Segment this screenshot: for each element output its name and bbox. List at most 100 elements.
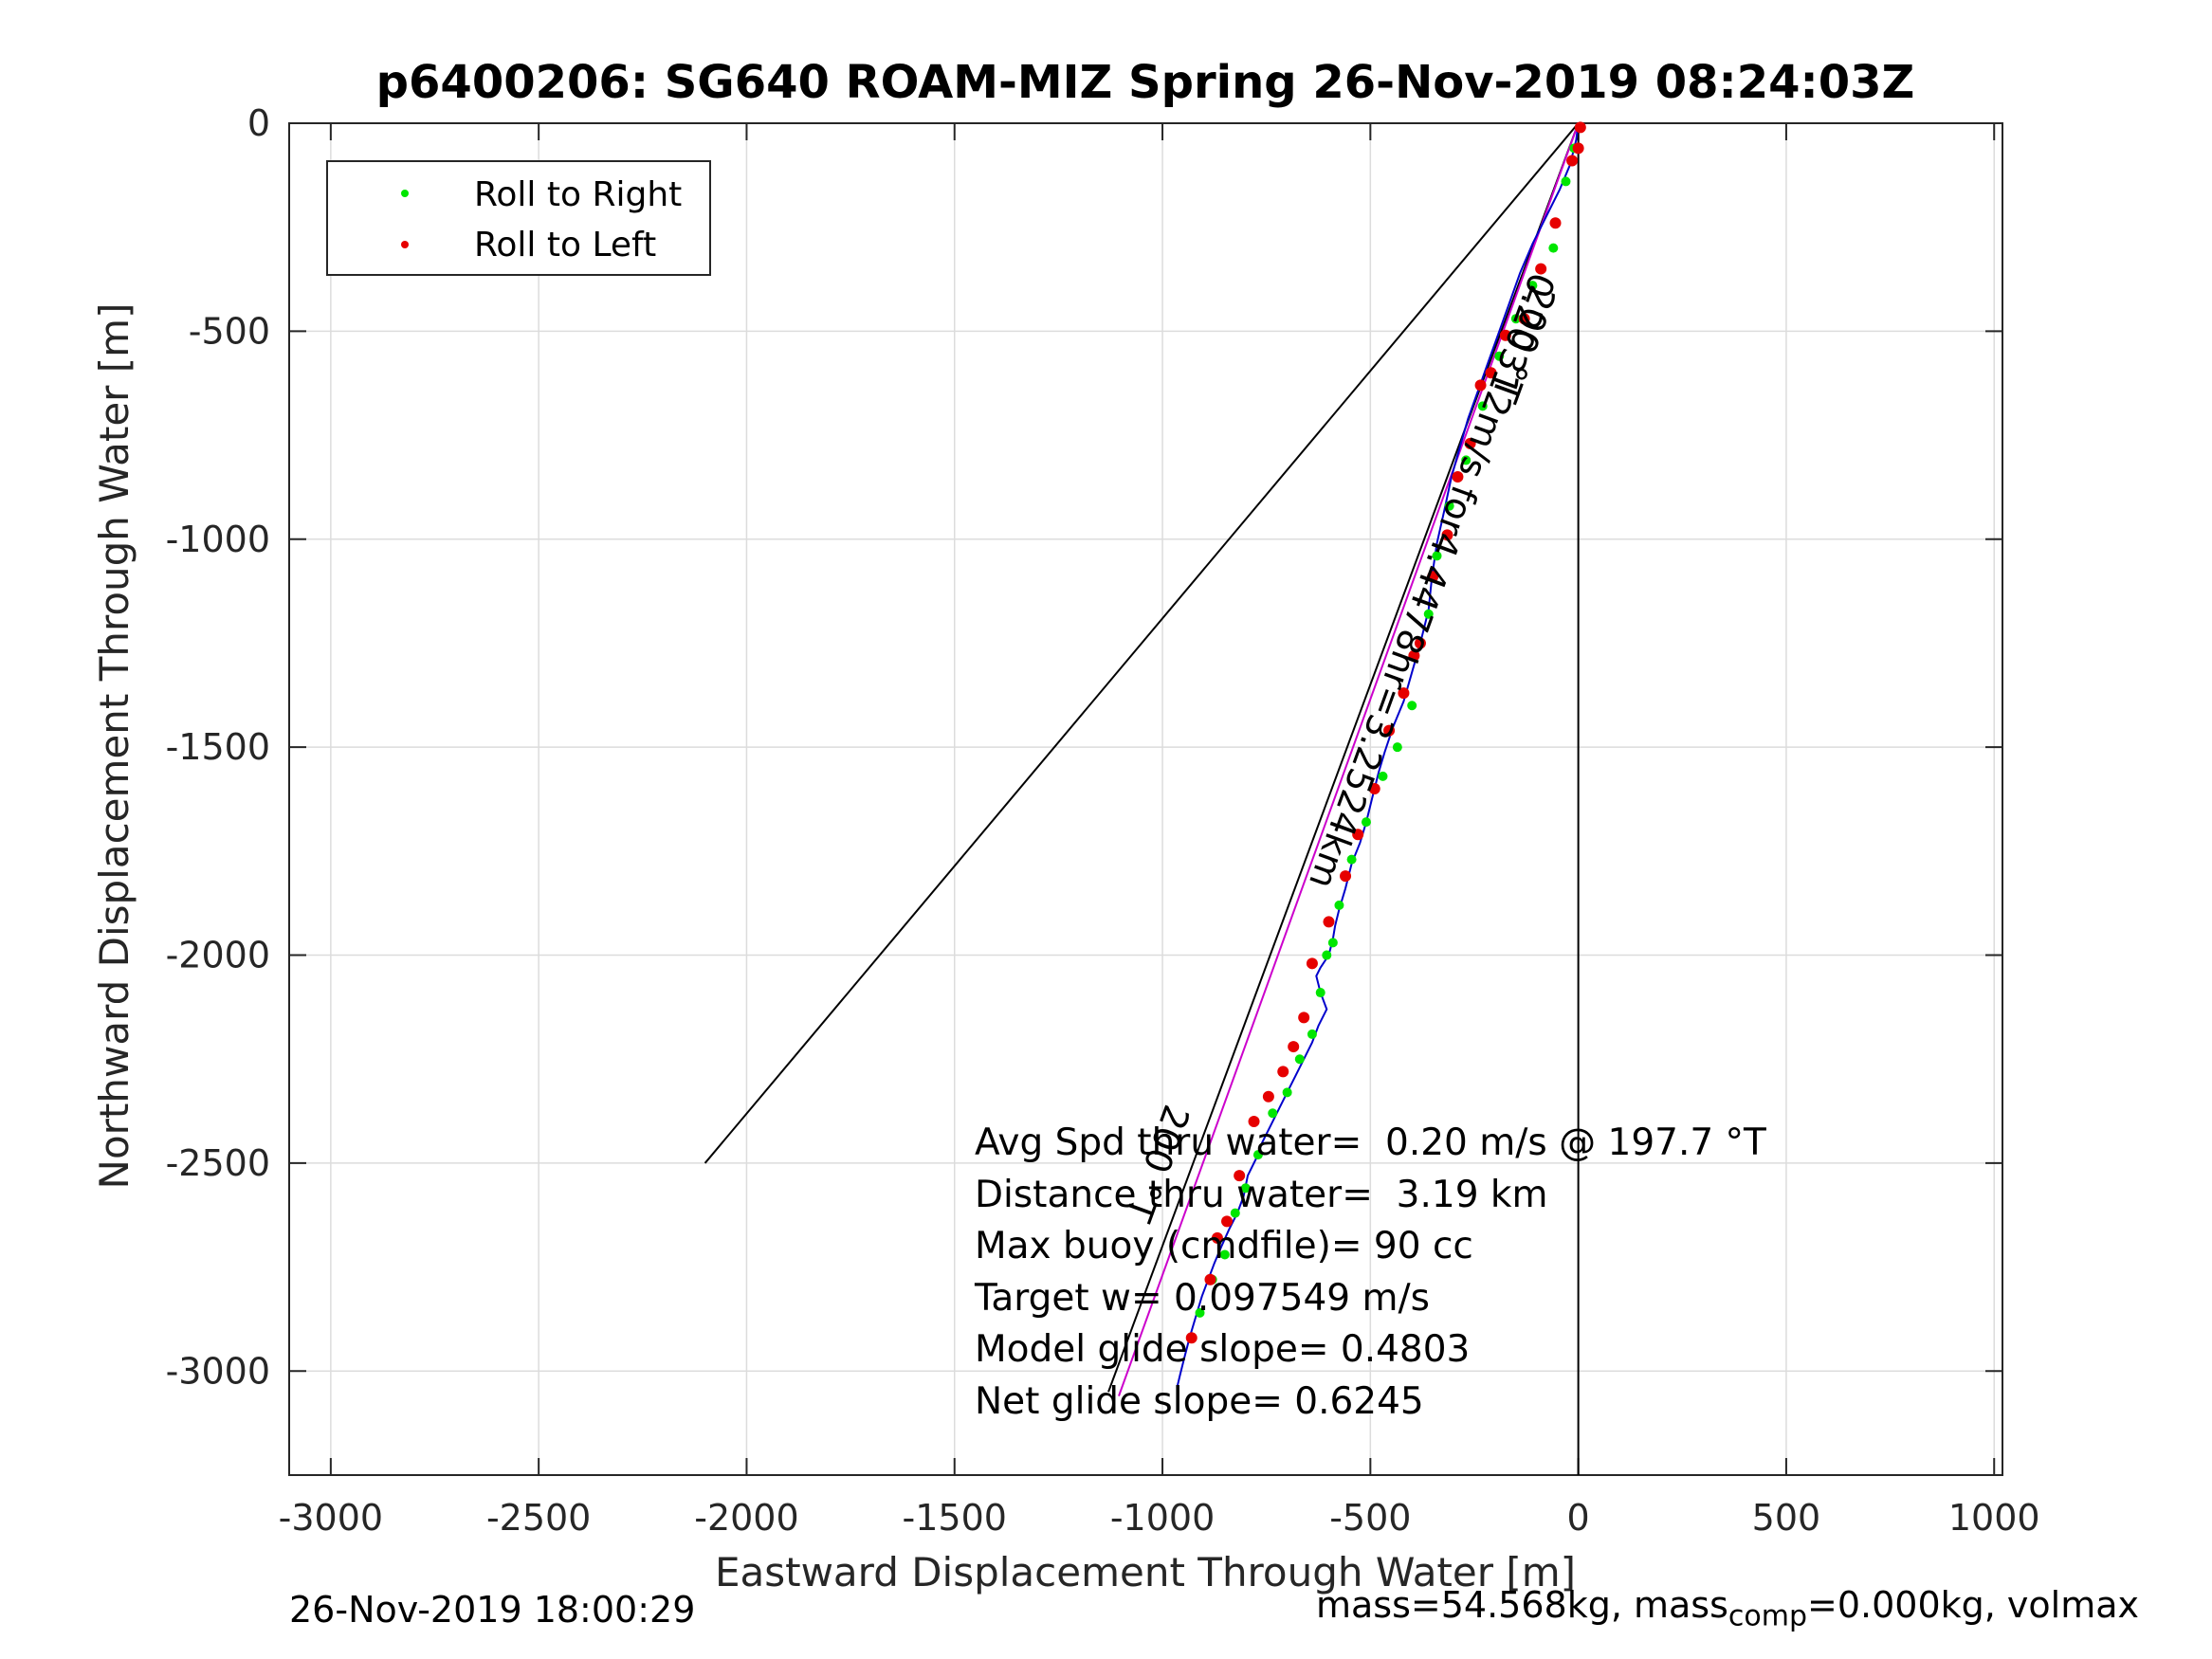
roll-markers — [1185, 121, 1586, 1344]
roll-left-point — [1398, 687, 1410, 700]
roll-left-point — [1352, 829, 1364, 841]
x-axis-label: Eastward Displacement Through Water [m] — [715, 1549, 1576, 1595]
y-axis-label: Northward Displacement Through Water [m] — [91, 303, 137, 1190]
roll-right-point — [1322, 950, 1332, 960]
roll-right-point — [1307, 1029, 1317, 1039]
roll-right-point — [1282, 1087, 1292, 1098]
roll-left-point — [1288, 1041, 1300, 1053]
roll-left-point — [1549, 217, 1562, 229]
roll-left-point — [1427, 571, 1439, 583]
roll-right-point — [1510, 314, 1521, 324]
x-tick-label: -2000 — [694, 1497, 798, 1539]
footer-mass: mass=54.568kg, masscomp=0.000kg, volmax — [1316, 1584, 2212, 1633]
roll-left-point — [1340, 870, 1352, 883]
roll-left-point — [1306, 957, 1318, 970]
legend-label-roll-right: Roll to Right — [474, 175, 682, 214]
roll-left-point — [1221, 1215, 1234, 1228]
legend: Roll to Right Roll to Left — [326, 160, 711, 276]
roll-left-point — [1414, 637, 1426, 649]
axes-box — [288, 122, 2003, 1476]
roll-left-point — [1185, 1332, 1197, 1344]
stat-net-glide: Net glide slope= 0.6245 — [975, 1380, 1424, 1423]
y-tick-label: -2000 — [166, 935, 270, 976]
roll-right-point — [1494, 351, 1505, 361]
x-tick-label: -3000 — [279, 1497, 383, 1539]
x-tick-label: -500 — [1329, 1497, 1411, 1539]
roll-left-point — [1485, 367, 1497, 379]
roll-left-point — [1464, 437, 1476, 449]
roll-left-point — [1298, 1012, 1310, 1024]
roll-right-point — [1346, 854, 1357, 865]
roll-right-point — [1527, 281, 1538, 291]
stat-avg-speed: Avg Spd thru water= 0.20 m/s @ 197.7 °T — [975, 1121, 1766, 1164]
stat-target-w: Target w= 0.097549 m/s — [974, 1277, 1430, 1320]
stat-max-buoy: Max buoy (cmdfile)= 90 cc — [975, 1225, 1473, 1267]
footer-mass-pre: mass=54.568kg, mass — [1316, 1584, 1728, 1626]
legend-box — [326, 160, 711, 276]
roll-left-point — [1474, 379, 1487, 392]
stat-model-glide: Model glide slope= 0.4803 — [975, 1328, 1470, 1371]
y-tick-label: -1000 — [166, 519, 270, 560]
footer-timestamp: 26-Nov-2019 18:00:29 — [289, 1589, 696, 1631]
roll-right-point — [1432, 551, 1442, 561]
chart-title: p6400206: SG640 ROAM-MIZ Spring 26-Nov-2… — [376, 56, 1915, 109]
x-tick-label: -1000 — [1110, 1497, 1215, 1539]
roll-right-point — [1444, 501, 1454, 511]
y-tick-label: -500 — [189, 310, 270, 352]
legend-marker-roll-left — [401, 241, 409, 248]
roll-right-point — [1407, 701, 1417, 711]
grid — [289, 122, 2002, 1475]
roll-right-point — [1392, 742, 1402, 753]
roll-right-point — [1294, 1054, 1305, 1065]
roll-right-point — [1361, 817, 1371, 828]
roll-left-point — [1574, 121, 1586, 134]
roll-right-point — [1334, 900, 1344, 910]
roll-left-point — [1262, 1090, 1274, 1103]
roll-right-point — [1477, 401, 1488, 411]
roll-left-point — [1452, 470, 1464, 483]
footer-mass-post: =0.000kg, volmax — [1807, 1584, 2140, 1626]
roll-left-point — [1535, 263, 1547, 275]
y-tick-label: 0 — [247, 102, 270, 144]
roll-right-point — [1219, 1249, 1230, 1260]
stat-distance: Distance thru water= 3.19 km — [975, 1174, 1547, 1216]
roll-right-point — [1240, 1183, 1251, 1194]
roll-left-point — [1566, 155, 1579, 167]
roll-left-point — [1368, 783, 1380, 795]
roll-right-point — [1327, 938, 1338, 948]
x-tick-label: 500 — [1752, 1497, 1821, 1539]
y-tick-label: -2500 — [166, 1142, 270, 1184]
path-annotation: 0.20312m/s for4.4478hr=3.2524km — [1301, 267, 1563, 894]
stats-box: Avg Spd thru water= 0.20 m/s @ 197.7 °T … — [974, 1121, 1766, 1423]
roll-left-point — [1383, 724, 1396, 737]
heading-line — [704, 122, 1580, 1164]
roll-right-point — [1268, 1108, 1278, 1119]
roll-right-point — [1561, 176, 1571, 187]
roll-left-point — [1518, 313, 1530, 325]
x-tick-label: -2500 — [486, 1497, 591, 1539]
legend-marker-roll-right — [401, 190, 409, 197]
x-tick-label: 0 — [1567, 1497, 1590, 1539]
y-tick-label: -1500 — [166, 726, 270, 768]
legend-label-roll-left: Roll to Left — [474, 226, 656, 264]
roll-left-point — [1499, 329, 1511, 341]
roll-right-point — [1461, 455, 1472, 465]
roll-left-point — [1408, 649, 1420, 662]
roll-left-point — [1441, 529, 1453, 541]
roll-right-point — [1252, 1150, 1263, 1160]
roll-left-point — [1323, 916, 1335, 928]
roll-right-point — [1423, 609, 1434, 619]
y-tick-label: -3000 — [166, 1350, 270, 1392]
data-series — [704, 122, 1580, 1475]
footer-mass-sub: comp — [1728, 1599, 1808, 1633]
roll-left-point — [1248, 1116, 1260, 1128]
axes: -3000 -2500 -2000 -1500 -1000 -500 0 500 1000 0 -5… — [166, 102, 2040, 1539]
roll-left-point — [1211, 1231, 1223, 1244]
roll-left-point — [1277, 1066, 1289, 1078]
roll-right-point — [1315, 988, 1325, 998]
x-tick-label: 1000 — [1948, 1497, 2040, 1539]
roll-right-point — [1378, 771, 1388, 781]
x-tick-label: -1500 — [903, 1497, 1007, 1539]
roll-right-point — [1230, 1208, 1240, 1218]
